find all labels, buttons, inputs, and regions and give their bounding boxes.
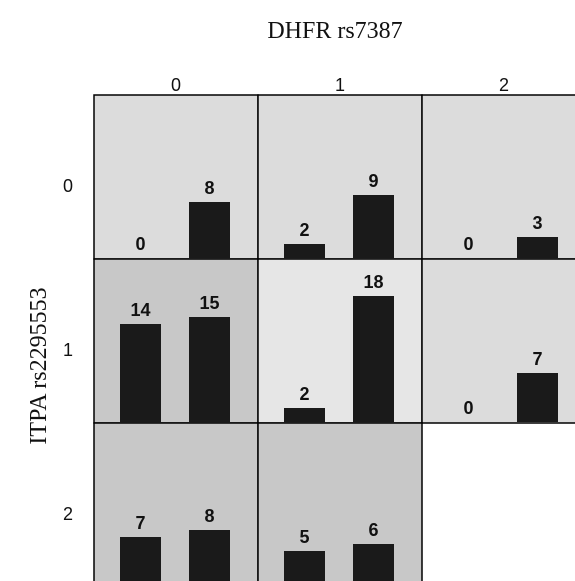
bar-value-label-r1-c2-1: 7 bbox=[532, 349, 542, 369]
row-label-1: 1 bbox=[63, 340, 73, 360]
bar-r2-c1-1 bbox=[353, 544, 394, 581]
bar-value-label-r1-c0-0: 14 bbox=[130, 300, 150, 320]
bar-value-label-r2-c0-1: 8 bbox=[204, 506, 214, 526]
bar-value-label-r2-c1-0: 5 bbox=[299, 527, 309, 547]
column-label-1: 1 bbox=[335, 75, 345, 95]
column-label-0: 0 bbox=[171, 75, 181, 95]
row-label-2: 2 bbox=[63, 504, 73, 524]
bar-r0-c0-1 bbox=[189, 202, 230, 258]
bar-r2-c0-1 bbox=[189, 530, 230, 581]
bar-value-label-r0-c2-1: 3 bbox=[532, 213, 542, 233]
bar-r0-c1-0 bbox=[284, 244, 325, 258]
bar-value-label-r1-c0-1: 15 bbox=[199, 293, 219, 313]
cell-r0-c2 bbox=[421, 94, 575, 260]
bar-r2-c0-0 bbox=[120, 537, 161, 581]
bar-value-label-r0-c0-0: 0 bbox=[135, 234, 145, 254]
plot-grid: 0 8 2 9 0 3 14 15 2 18 0 7 7 8 5 6 0 1 2 0 1 2 bbox=[63, 75, 575, 581]
bar-value-label-r1-c1-0: 2 bbox=[299, 384, 309, 404]
row-label-0: 0 bbox=[63, 176, 73, 196]
bar-r1-c2-1 bbox=[517, 373, 558, 422]
cell-r1-c1 bbox=[257, 258, 423, 424]
cell-r2-c0 bbox=[93, 422, 259, 581]
bar-value-label-r1-c1-1: 18 bbox=[363, 272, 383, 292]
bar-value-label-r0-c1-0: 2 bbox=[299, 220, 309, 240]
bar-r2-c1-0 bbox=[284, 551, 325, 581]
bar-r0-c2-1 bbox=[517, 237, 558, 258]
bar-r1-c1-0 bbox=[284, 408, 325, 422]
bar-value-label-r1-c2-0: 0 bbox=[463, 398, 473, 418]
bar-value-label-r2-c0-0: 7 bbox=[135, 513, 145, 533]
bar-value-label-r0-c1-1: 9 bbox=[368, 171, 378, 191]
cell-r0-c0 bbox=[93, 94, 259, 260]
cell-r2-c1 bbox=[257, 422, 423, 581]
bar-value-label-r0-c0-1: 8 bbox=[204, 178, 214, 198]
chart-title: DHFR rs7387 bbox=[267, 18, 402, 44]
cell-r1-c0 bbox=[93, 258, 259, 424]
y-axis-label: ITPA rs2295553 bbox=[26, 287, 52, 444]
bar-r1-c1-1 bbox=[353, 296, 394, 422]
bar-value-label-r2-c1-1: 6 bbox=[368, 520, 378, 540]
bar-r1-c0-0 bbox=[120, 324, 161, 422]
bar-r1-c0-1 bbox=[189, 317, 230, 422]
cell-r0-c1 bbox=[257, 94, 423, 260]
bar-r0-c1-1 bbox=[353, 195, 394, 258]
bar-value-label-r0-c2-0: 0 bbox=[463, 234, 473, 254]
column-label-2: 2 bbox=[499, 75, 509, 95]
